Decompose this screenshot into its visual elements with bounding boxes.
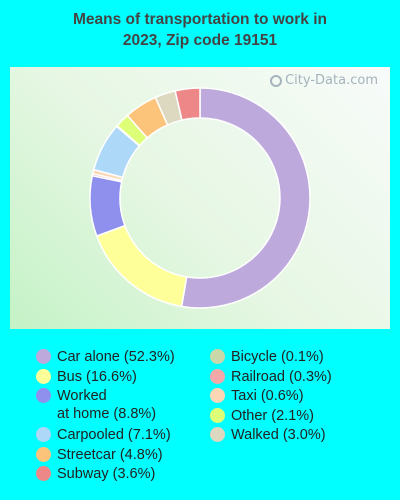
legend-item: Carpooled (7.1%)	[36, 426, 171, 444]
legend-swatch	[210, 368, 225, 384]
legend-item: Bus (16.6%)	[36, 368, 137, 386]
legend-label: Walked (3.0%)	[231, 427, 326, 443]
watermark-logo-icon	[270, 74, 283, 87]
donut-slice-1	[95, 224, 188, 308]
legend-swatch	[210, 388, 225, 403]
donut-slice-0	[180, 87, 311, 309]
legend-swatch	[210, 407, 225, 423]
legend-item: Subway (3.6%)	[36, 465, 155, 483]
donut-chart	[89, 87, 311, 309]
legend-item: Streetcar (4.8%)	[36, 446, 163, 464]
legend-swatch	[36, 466, 51, 481]
legend-label: Railroad (0.3%)	[231, 368, 332, 385]
legend-label: Subway (3.6%)	[57, 466, 156, 482]
plot-area: City-Data.com	[10, 67, 390, 329]
legend-item: Taxi (0.6%)	[210, 387, 304, 405]
legend-swatch	[36, 349, 51, 364]
legend-swatch	[36, 427, 51, 442]
donut-slice-2	[89, 174, 126, 237]
legend-label: Taxi (0.6%)	[231, 388, 304, 404]
legend-label: Worked at home (8.8%)	[57, 388, 157, 422]
legend-label: Carpooled (7.1%)	[57, 427, 171, 443]
legend-label: Streetcar (4.8%)	[57, 446, 163, 463]
legend-swatch	[210, 427, 225, 442]
watermark: City-Data.com	[270, 73, 378, 88]
legend-label: Bicycle (0.1%)	[231, 349, 324, 365]
watermark-text: City-Data.com	[285, 73, 378, 88]
legend-item: Other (2.1%)	[210, 407, 314, 425]
legend-swatch	[36, 388, 51, 403]
legend-swatch	[210, 349, 225, 364]
chart-title-line-1: Means of transportation to work in	[72, 11, 328, 28]
chart-title-line-2: 2023, Zip code 19151	[122, 32, 278, 49]
legend-item: Walked (3.0%)	[210, 426, 326, 444]
legend-swatch	[36, 446, 51, 462]
legend-item: Worked at home (8.8%)	[36, 387, 156, 423]
legend-label: Car alone (52.3%)	[57, 349, 175, 365]
legend-label: Bus (16.6%)	[57, 368, 137, 385]
legend-item: Car alone (52.3%)	[36, 348, 175, 366]
legend-item: Bicycle (0.1%)	[210, 348, 324, 366]
legend-label: Other (2.1%)	[231, 407, 314, 424]
legend: Car alone (52.3%) Bus (16.6%) Worked at ho…	[0, 346, 400, 496]
chart-title: Means of transportation to work in 2023,…	[0, 9, 400, 51]
donut-slice-10	[174, 87, 201, 121]
legend-swatch	[36, 368, 51, 384]
legend-item: Railroad (0.3%)	[210, 368, 332, 386]
